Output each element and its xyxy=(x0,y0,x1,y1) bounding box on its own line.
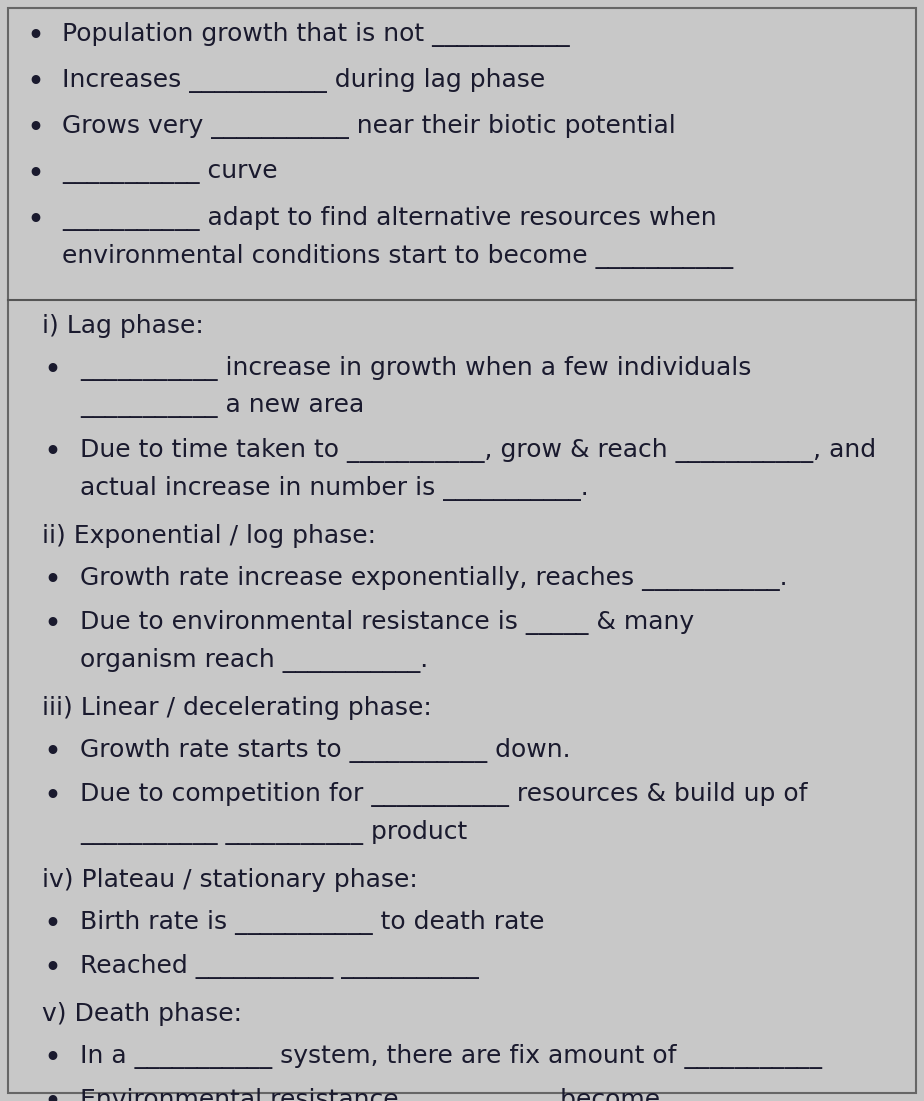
Text: Growth rate starts to ___________ down.: Growth rate starts to ___________ down. xyxy=(80,738,571,763)
Text: •: • xyxy=(27,208,43,232)
Text: Population growth that is not ___________: Population growth that is not __________… xyxy=(62,22,569,47)
Text: •: • xyxy=(44,1046,60,1070)
Text: Due to time taken to ___________, grow & reach ___________, and: Due to time taken to ___________, grow &… xyxy=(80,438,876,464)
Text: ___________ curve: ___________ curve xyxy=(62,160,277,184)
Text: iv) Plateau / stationary phase:: iv) Plateau / stationary phase: xyxy=(42,868,418,892)
Text: Increases ___________ during lag phase: Increases ___________ during lag phase xyxy=(62,68,545,92)
Text: Due to environmental resistance is _____ & many: Due to environmental resistance is _____… xyxy=(80,610,694,635)
Text: •: • xyxy=(44,912,60,936)
Text: iii) Linear / decelerating phase:: iii) Linear / decelerating phase: xyxy=(42,696,432,720)
Text: Reached ___________ ___________: Reached ___________ ___________ xyxy=(80,953,479,979)
Text: ___________ adapt to find alternative resources when: ___________ adapt to find alternative re… xyxy=(62,206,717,231)
Text: •: • xyxy=(27,24,43,48)
Text: Growth rate increase exponentially, reaches ___________.: Growth rate increase exponentially, reac… xyxy=(80,566,787,591)
Text: •: • xyxy=(44,358,60,382)
Text: Grows very ___________ near their biotic potential: Grows very ___________ near their biotic… xyxy=(62,115,675,139)
Text: •: • xyxy=(44,612,60,636)
Text: Due to competition for ___________ resources & build up of: Due to competition for ___________ resou… xyxy=(80,782,808,807)
Text: Environmental resistance ___________, become ___________: Environmental resistance ___________, be… xyxy=(80,1088,806,1101)
Text: i) Lag phase:: i) Lag phase: xyxy=(42,314,204,338)
Text: •: • xyxy=(44,568,60,592)
FancyBboxPatch shape xyxy=(8,8,916,1093)
Text: v) Death phase:: v) Death phase: xyxy=(42,1002,242,1026)
Text: actual increase in number is ___________.: actual increase in number is ___________… xyxy=(80,476,589,501)
Text: environmental conditions start to become ___________: environmental conditions start to become… xyxy=(62,244,733,269)
Text: In a ___________ system, there are fix amount of ___________: In a ___________ system, there are fix a… xyxy=(80,1044,822,1069)
Text: Birth rate is ___________ to death rate: Birth rate is ___________ to death rate xyxy=(80,911,544,935)
Text: •: • xyxy=(44,784,60,808)
Text: organism reach ___________.: organism reach ___________. xyxy=(80,648,428,673)
Text: •: • xyxy=(27,162,43,186)
Text: •: • xyxy=(27,70,43,94)
Text: ___________ a new area: ___________ a new area xyxy=(80,394,364,418)
Text: •: • xyxy=(44,956,60,980)
Text: ii) Exponential / log phase:: ii) Exponential / log phase: xyxy=(42,524,376,548)
Text: •: • xyxy=(44,440,60,464)
Text: ___________ ___________ product: ___________ ___________ product xyxy=(80,820,468,844)
Text: •: • xyxy=(44,740,60,764)
Text: ___________ increase in growth when a few individuals: ___________ increase in growth when a fe… xyxy=(80,356,751,381)
Text: •: • xyxy=(44,1090,60,1101)
Text: •: • xyxy=(27,116,43,140)
